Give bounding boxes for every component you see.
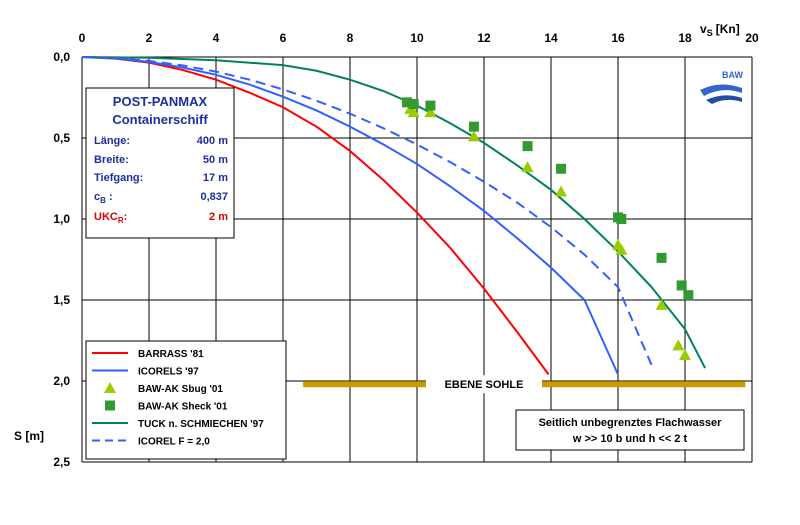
x-tick-label: 6 <box>280 31 287 45</box>
x-tick-label: 2 <box>146 31 153 45</box>
y-axis-title: S [m] <box>14 429 44 443</box>
ship-info-frame <box>85 87 235 239</box>
ship-label-ukc-after: : <box>124 211 128 223</box>
legend-label-1: ICORELS '97 <box>138 367 199 378</box>
ship-label-length: Länge: <box>94 135 130 147</box>
series-markers <box>401 97 694 361</box>
y-tick-label: 1,0 <box>53 212 70 226</box>
ship-value-cb: 0,837 <box>200 191 228 203</box>
ship-label-draught: Tiefgang: <box>94 172 143 184</box>
x-axis-title-main: v <box>700 22 707 36</box>
series-line-5 <box>81 56 653 366</box>
marker-triangle <box>615 243 628 255</box>
note-frame <box>515 409 745 451</box>
y-tick-label: 2,5 <box>53 455 70 469</box>
series-line-0 <box>81 56 550 376</box>
series-line-4 <box>81 56 706 369</box>
x-tick-label: 10 <box>410 31 424 45</box>
note-line-1: Seitlich unbegrenztes Flachwasser <box>539 417 723 429</box>
marker-square <box>676 280 687 291</box>
ship-title-1: POST-PANMAX <box>113 94 208 109</box>
ship-label-cb: cB : <box>94 191 113 205</box>
legend-frame <box>85 340 287 460</box>
marker-square <box>401 97 412 108</box>
marker-triangle <box>555 185 568 197</box>
bed-line: EBENE SOHLE <box>303 375 746 394</box>
x-tick-label: 16 <box>611 31 625 45</box>
ship-value-ukc: 2 m <box>209 211 228 223</box>
x-tick-labels: 0 2 4 6 8 10 12 14 16 18 20 <box>79 31 759 45</box>
ship-value-length: 400 m <box>197 135 228 147</box>
y-tick-label: 1,5 <box>53 293 70 307</box>
x-tick-label: 8 <box>347 31 354 45</box>
marker-triangle <box>672 339 685 351</box>
ship-info-box: POST-PANMAX Containerschiff Länge: 400 m… <box>85 87 235 239</box>
marker-triangle <box>467 130 480 142</box>
ship-label-cb-sub: B <box>100 196 106 205</box>
legend-label-0: BARRASS '81 <box>138 349 204 360</box>
note-box: Seitlich unbegrenztes Flachwasser w >> 1… <box>515 409 745 451</box>
marker-square <box>556 163 567 174</box>
y-tick-label: 0,0 <box>53 50 70 64</box>
marker-square <box>683 290 694 301</box>
x-tick-label: 20 <box>745 31 759 45</box>
marker-square <box>656 252 667 263</box>
marker-triangle <box>655 298 668 310</box>
marker-square <box>408 98 419 109</box>
baw-logo-text: BAW <box>722 70 744 80</box>
legend-label-2: BAW-AK Sbug '01 <box>138 384 223 395</box>
baw-logo-swoosh <box>700 84 742 96</box>
marker-square <box>616 214 627 224</box>
bed-line-label: EBENE SOHLE <box>445 379 524 391</box>
marker-triangle <box>424 106 437 118</box>
legend-swatch-2 <box>104 382 116 393</box>
legend-label-4: TUCK n. SCHMIECHEN '97 <box>138 419 264 430</box>
ship-label-ukc: UKCR: <box>94 211 127 225</box>
series-lines <box>81 56 706 376</box>
x-tick-label: 0 <box>79 31 86 45</box>
ship-title-2: Containerschiff <box>112 112 208 127</box>
y-tick-labels: 0,0 0,5 1,0 1,5 2,0 2,5 <box>53 50 70 469</box>
legend-label-3: BAW-AK Sheck '01 <box>138 402 228 413</box>
y-tick-label: 0,5 <box>53 131 70 145</box>
ship-value-draught: 17 m <box>203 172 228 184</box>
ship-label-ukc-sub: R <box>118 216 124 225</box>
x-axis-title-unit: [Kn] <box>716 22 740 36</box>
x-axis-title-sub: S <box>707 28 713 38</box>
ship-label-cb-main: c <box>94 191 100 203</box>
marker-triangle <box>521 161 534 173</box>
x-tick-label: 4 <box>213 31 220 45</box>
y-tick-label: 2,0 <box>53 374 70 388</box>
x-tick-label: 14 <box>544 31 558 45</box>
x-tick-label: 12 <box>477 31 491 45</box>
x-axis-title: vS [Kn] <box>700 22 740 38</box>
marker-triangle <box>407 106 420 118</box>
marker-triangle <box>679 349 691 361</box>
legend-swatch-3 <box>105 400 115 411</box>
legend-label-5: ICOREL F = 2,0 <box>138 437 210 448</box>
ship-label-ukc-main: UKC <box>94 211 118 223</box>
baw-logo: BAW <box>694 62 744 106</box>
marker-square <box>468 121 479 132</box>
x-tick-label: 18 <box>678 31 692 45</box>
bed-line-label-bg <box>426 375 542 394</box>
ship-label-beam: Breite: <box>94 154 129 166</box>
ship-value-beam: 50 m <box>203 154 228 166</box>
series-line-1 <box>81 56 619 375</box>
marker-square <box>522 141 533 152</box>
legend-items: BARRASS '81 ICORELS '97 BAW-AK Sbug '01 BAW… <box>92 349 264 448</box>
ship-label-cb-after: : <box>106 191 113 203</box>
baw-logo-swoosh-lower <box>706 95 742 104</box>
marker-square <box>425 100 436 111</box>
note-line-2: w >> 10 b und h << 2 t <box>572 433 688 445</box>
legend: BARRASS '81 ICORELS '97 BAW-AK Sbug '01 BAW… <box>85 340 287 460</box>
